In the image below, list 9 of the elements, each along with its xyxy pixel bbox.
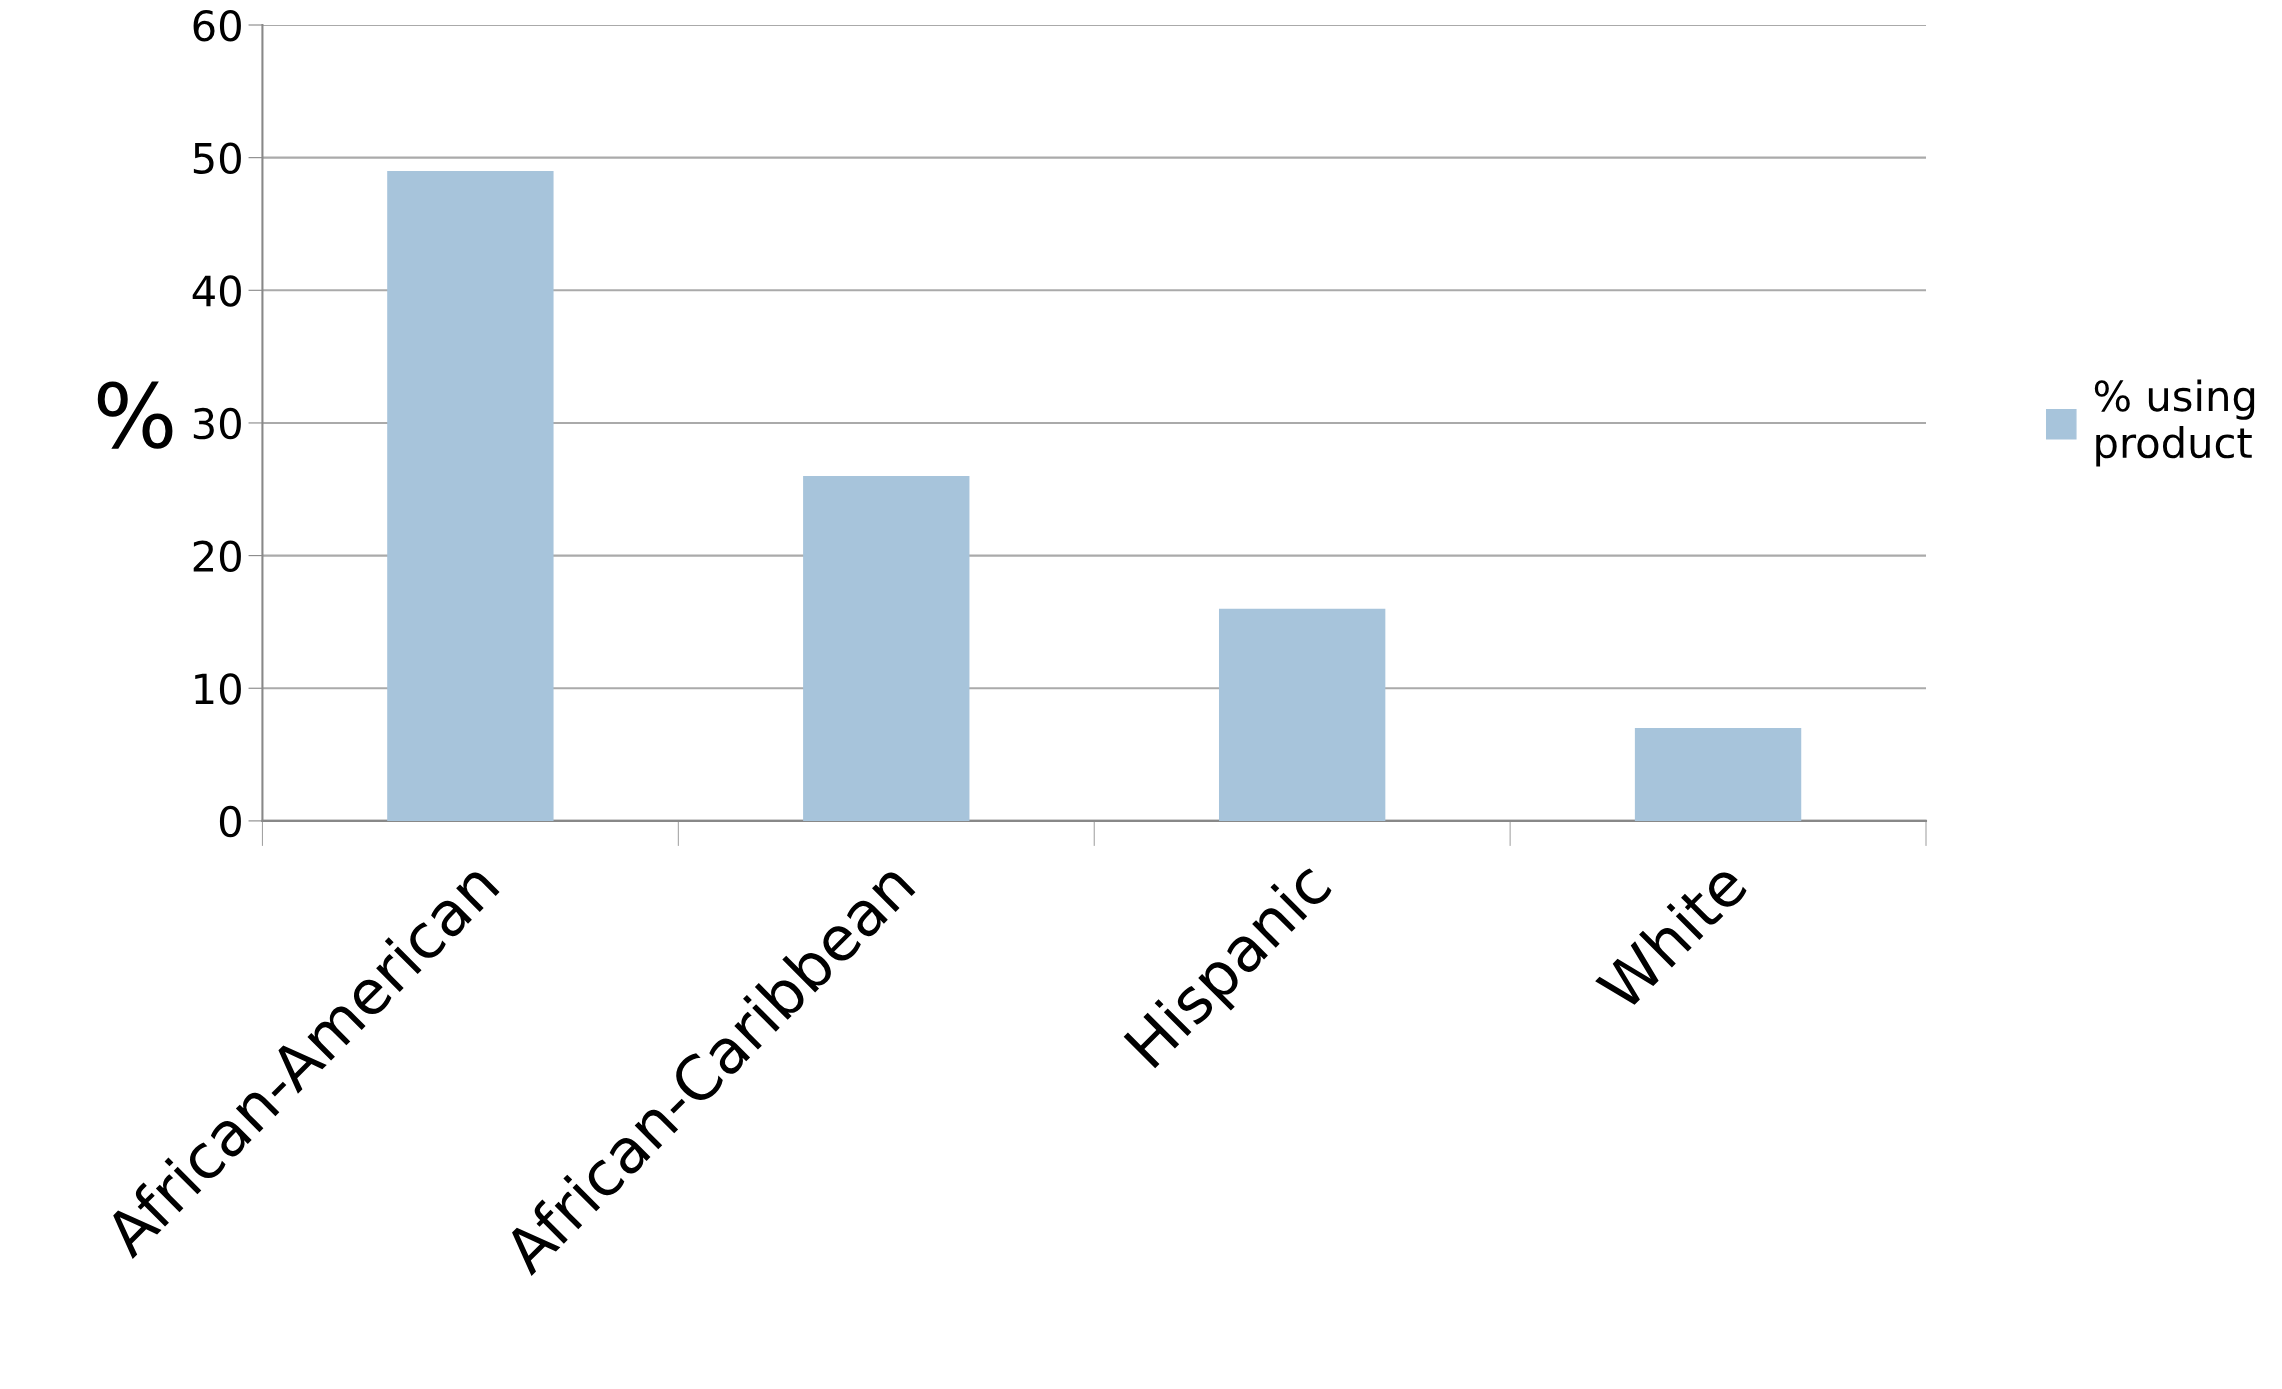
y-tick-label: 50 [193, 142, 241, 175]
y-axis-title: % [97, 381, 173, 449]
y-tick-label: 30 [193, 407, 241, 440]
y-tick-label: 20 [193, 540, 241, 573]
y-tick-label: 0 [219, 805, 241, 838]
y-tick-label: 60 [193, 9, 241, 42]
y-tick-label: 40 [192, 275, 241, 307]
y-tick-label: 10 [195, 673, 241, 705]
legend-label: % using product [2094, 379, 2255, 467]
